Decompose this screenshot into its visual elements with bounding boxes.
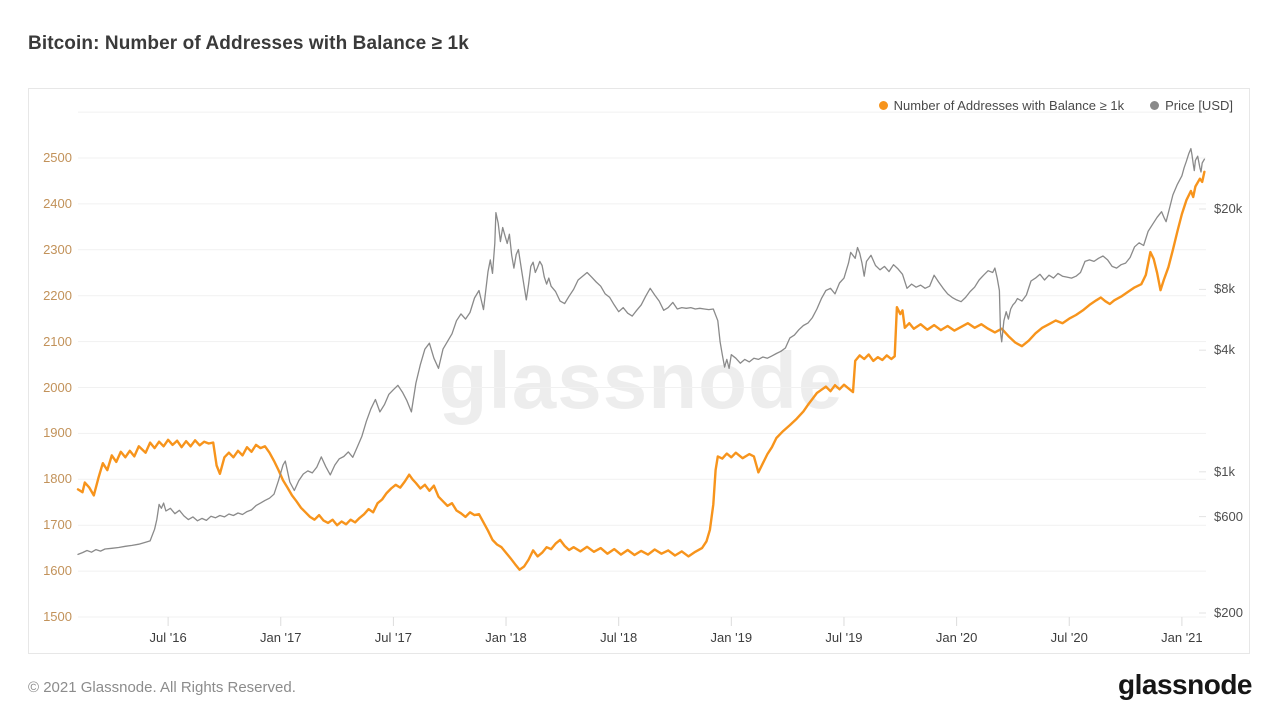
x-axis-tick: Jan '18: [485, 630, 527, 645]
y-axis-tick-left: 1600: [43, 563, 72, 579]
y-axis-tick-right: $1k: [1214, 463, 1235, 479]
y-axis-tick-left: 1700: [43, 517, 72, 533]
y-axis-tick-right: $20k: [1214, 201, 1243, 216]
y-axis-tick-left: 2200: [43, 287, 72, 303]
x-axis-tick: Jul '20: [1050, 630, 1088, 645]
chart-card: Number of Addresses with Balance ≥ 1k Pr…: [28, 88, 1250, 654]
y-axis-tick-left: 2300: [43, 241, 72, 257]
y-axis-tick-left: 2000: [43, 379, 72, 395]
legend-label-addresses: Number of Addresses with Balance ≥ 1k: [893, 98, 1125, 113]
y-axis-tick-right: $8k: [1214, 281, 1235, 297]
y-axis-tick-left: 1900: [43, 425, 72, 441]
x-axis-tick: Jan '17: [259, 630, 302, 645]
y-axis-tick-right: $4k: [1214, 342, 1235, 358]
x-axis-tick: Jul '17: [374, 630, 412, 645]
y-axis-tick-right: $200: [1214, 605, 1243, 620]
chart-plot: [76, 111, 1206, 626]
chart-legend: Number of Addresses with Balance ≥ 1k Pr…: [878, 98, 1233, 113]
legend-label-price: Price [USD]: [1165, 98, 1233, 113]
y-axis-tick-left: 2500: [43, 150, 72, 165]
y-axis-tick-left: 2100: [43, 333, 72, 349]
x-axis-tick: Jan '21: [1161, 630, 1203, 645]
footer-copyright: © 2021 Glassnode. All Rights Reserved.: [28, 679, 296, 696]
x-axis-tick: Jan '19: [710, 630, 753, 645]
glassnode-logo: glassnode: [1118, 669, 1252, 700]
page-title: Bitcoin: Number of Addresses with Balanc…: [28, 33, 469, 54]
x-axis-tick: Jul '19: [825, 630, 863, 645]
x-axis-tick: Jan '20: [935, 630, 978, 645]
legend-item-addresses[interactable]: Number of Addresses with Balance ≥ 1k: [878, 98, 1125, 113]
legend-item-price[interactable]: Price [USD]: [1150, 98, 1233, 113]
x-axis-tick: Jul '16: [149, 630, 187, 645]
addresses-legend-dot-icon: [878, 101, 888, 110]
x-axis-tick: Jul '18: [600, 630, 638, 645]
y-axis-tick-left: 2400: [43, 195, 72, 211]
y-axis-tick-left: 1500: [43, 609, 72, 624]
y-axis-tick-left: 1800: [43, 471, 72, 487]
price-legend-dot-icon: [1150, 101, 1160, 110]
y-axis-tick-right: $600: [1214, 508, 1243, 524]
